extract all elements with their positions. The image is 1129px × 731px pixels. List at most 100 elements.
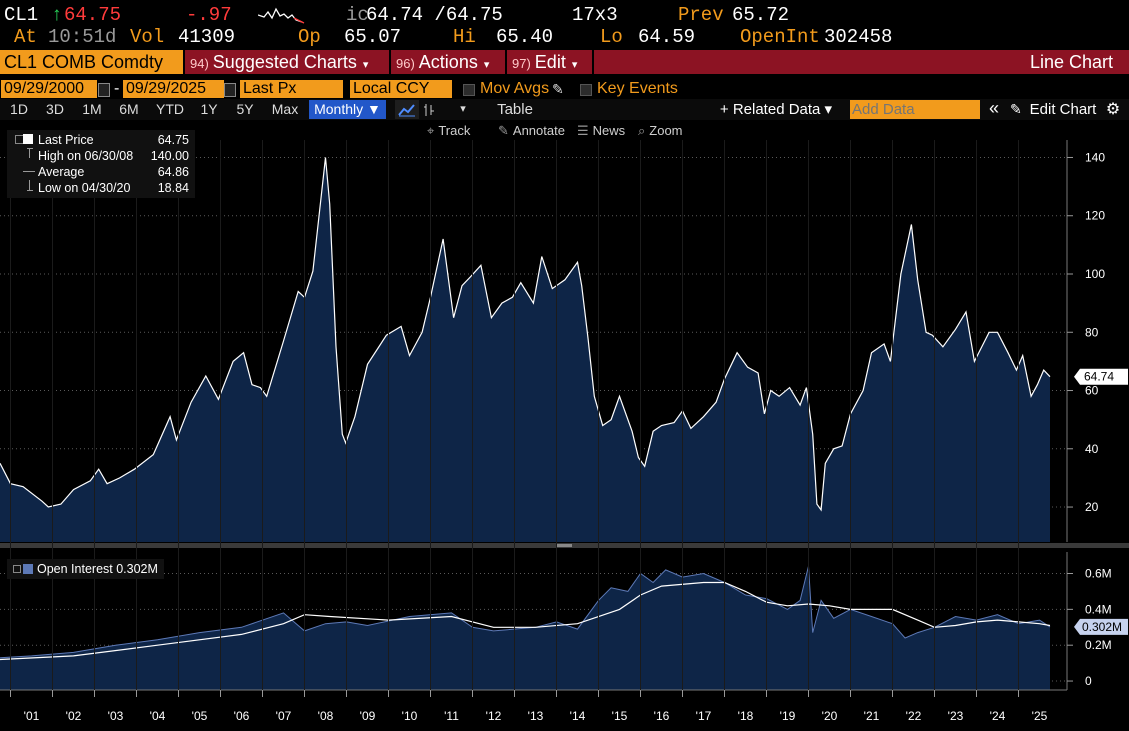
menu-bar: CL1 COMB Comdty 94) Suggested Charts ▾ 96)… <box>0 50 1129 74</box>
edit-menu[interactable]: 97) Edit ▾ <box>512 50 577 74</box>
end-date-input[interactable]: 09/29/2025 <box>123 80 224 98</box>
low-marker-stem <box>29 180 30 190</box>
y-tick-label: 40 <box>1085 442 1099 456</box>
x-tick-label: '13 <box>528 709 544 723</box>
price-current-marker: 64.74 <box>1074 368 1128 385</box>
current-oi-tag <box>1074 618 1128 635</box>
x-axis-ticks: '01 '02 '03 '04 '05 '06 '07 '08 '09 '10 '11 '12 '13 '… <box>10 140 1048 723</box>
key-events-label[interactable]: Key Events <box>597 80 678 97</box>
mov-avgs-checkbox[interactable] <box>463 84 475 96</box>
track-button[interactable]: ⌖ Track <box>427 122 470 139</box>
start-date-input[interactable]: 09/29/2000 <box>1 80 97 98</box>
range-1m[interactable]: 1M <box>82 101 102 117</box>
pencil-icon[interactable]: ✎ <box>552 81 564 97</box>
last-price: 64.75 <box>64 4 122 26</box>
open-interest-legend[interactable]: Open Interest 0.302M <box>7 559 164 579</box>
edit-number: 97) <box>512 56 531 71</box>
x-tick-label: '05 <box>192 709 208 723</box>
table-button[interactable]: Table <box>497 101 533 118</box>
high-label: Hi <box>453 26 476 48</box>
legend-last-value: 64.75 <box>157 133 189 147</box>
date-separator: - <box>114 80 120 97</box>
news-label: News <box>592 123 626 138</box>
x-tick-label: '02 <box>66 709 82 723</box>
zoom-button[interactable]: ⌕ Zoom <box>638 122 683 139</box>
range-5y[interactable]: 5Y <box>236 101 254 117</box>
suggested-charts-menu[interactable]: 94) Suggested Charts ▾ <box>190 50 368 74</box>
annotate-icon: ✎ <box>498 123 509 138</box>
prev-value: 65.72 <box>732 4 790 26</box>
range-1d[interactable]: 1D <box>10 101 28 117</box>
news-button[interactable]: ☰ News <box>577 122 625 139</box>
range-6m[interactable]: 6M <box>119 101 139 117</box>
chart-style-dropdown-icon[interactable]: ▾ <box>460 103 466 115</box>
edit-chart-button[interactable]: Edit Chart <box>1029 101 1097 118</box>
caret-down-icon: ▾ <box>483 59 490 71</box>
currency-select[interactable]: Local CCY <box>350 80 452 98</box>
period-select[interactable]: Monthly ▼ <box>309 100 386 119</box>
price-legend[interactable]: Last Price 64.75 High on 06/30/08 140.00… <box>7 130 195 198</box>
related-data-button[interactable]: + Related Data ▾ <box>719 101 833 118</box>
suggested-charts-number: 94) <box>190 56 209 71</box>
y-tick-label: 140 <box>1085 150 1105 164</box>
collapse-legend-icon[interactable] <box>13 565 21 573</box>
bar-chart-icon[interactable] <box>420 100 438 119</box>
x-tick-label: '12 <box>486 709 502 723</box>
legend-average-label: Average <box>38 165 85 179</box>
y-tick-label: 120 <box>1085 209 1105 223</box>
annotate-button[interactable]: ✎ Annotate <box>498 122 565 139</box>
x-tick-label: '23 <box>948 709 964 723</box>
add-data-input[interactable] <box>850 100 980 119</box>
collapse-button[interactable]: « <box>988 98 999 118</box>
average-marker-icon <box>23 171 35 172</box>
calendar-icon[interactable] <box>98 83 110 97</box>
bid-ask-size: 17x3 <box>572 4 618 26</box>
caret-down-icon: ▾ <box>362 59 369 71</box>
field-select[interactable]: Last Px <box>240 80 343 98</box>
actions-menu[interactable]: 96) Actions ▾ <box>396 50 489 74</box>
x-tick-label: '21 <box>864 709 880 723</box>
x-tick-label: '15 <box>612 709 628 723</box>
actions-number: 96) <box>396 56 415 71</box>
ticker[interactable]: CL1 <box>4 4 39 26</box>
low-marker-icon <box>27 190 33 191</box>
at-label: At <box>14 26 37 48</box>
calendar-icon[interactable] <box>224 83 236 97</box>
open-interest-legend-label: Open Interest 0.302M <box>37 562 158 576</box>
mov-avgs-label[interactable]: Mov Avgs <box>480 80 550 97</box>
high-marker-stem <box>29 148 30 158</box>
x-tick-label: '22 <box>906 709 922 723</box>
range-1y[interactable]: 1Y <box>200 101 218 117</box>
x-tick-label: '20 <box>822 709 838 723</box>
range-3d[interactable]: 3D <box>46 101 64 117</box>
toolbar-background <box>0 99 1129 120</box>
x-tick-label: '09 <box>360 709 376 723</box>
legend-high-value: 140.00 <box>150 149 189 163</box>
low-label: Lo <box>600 26 623 48</box>
range-ytd[interactable]: YTD <box>156 101 184 117</box>
range-max[interactable]: Max <box>271 101 299 117</box>
line-chart-icon[interactable] <box>395 100 419 119</box>
pencil-icon: ✎ <box>1010 101 1022 117</box>
up-arrow-icon: ↑ <box>52 4 62 25</box>
x-tick-label: '11 <box>444 709 459 723</box>
low-value: 64.59 <box>638 26 696 48</box>
chart-type-label[interactable]: Line Chart <box>1029 52 1113 72</box>
oi-tick-label: 0.4M <box>1085 602 1112 616</box>
settings-gear-icon[interactable]: ⚙ <box>1105 101 1121 118</box>
prev-label: Prev <box>678 4 724 26</box>
y-tick-label: 60 <box>1085 384 1099 398</box>
x-tick-label: '14 <box>570 709 586 723</box>
x-tick-label: '04 <box>150 709 166 723</box>
open-label: Op <box>298 26 321 48</box>
vol-label: Vol <box>130 26 165 48</box>
x-tick-label: '16 <box>654 709 670 723</box>
security-field[interactable]: CL1 COMB Comdty <box>0 50 183 74</box>
pane-divider-handle[interactable] <box>556 544 572 547</box>
annotate-label: Annotate <box>512 123 565 138</box>
suggested-charts-label: Suggested Charts <box>212 52 357 72</box>
crosshair-icon: ⌖ <box>427 123 435 138</box>
legend-last-label: Last Price <box>38 133 94 147</box>
high-marker-icon <box>27 148 33 149</box>
key-events-checkbox[interactable] <box>580 84 592 96</box>
